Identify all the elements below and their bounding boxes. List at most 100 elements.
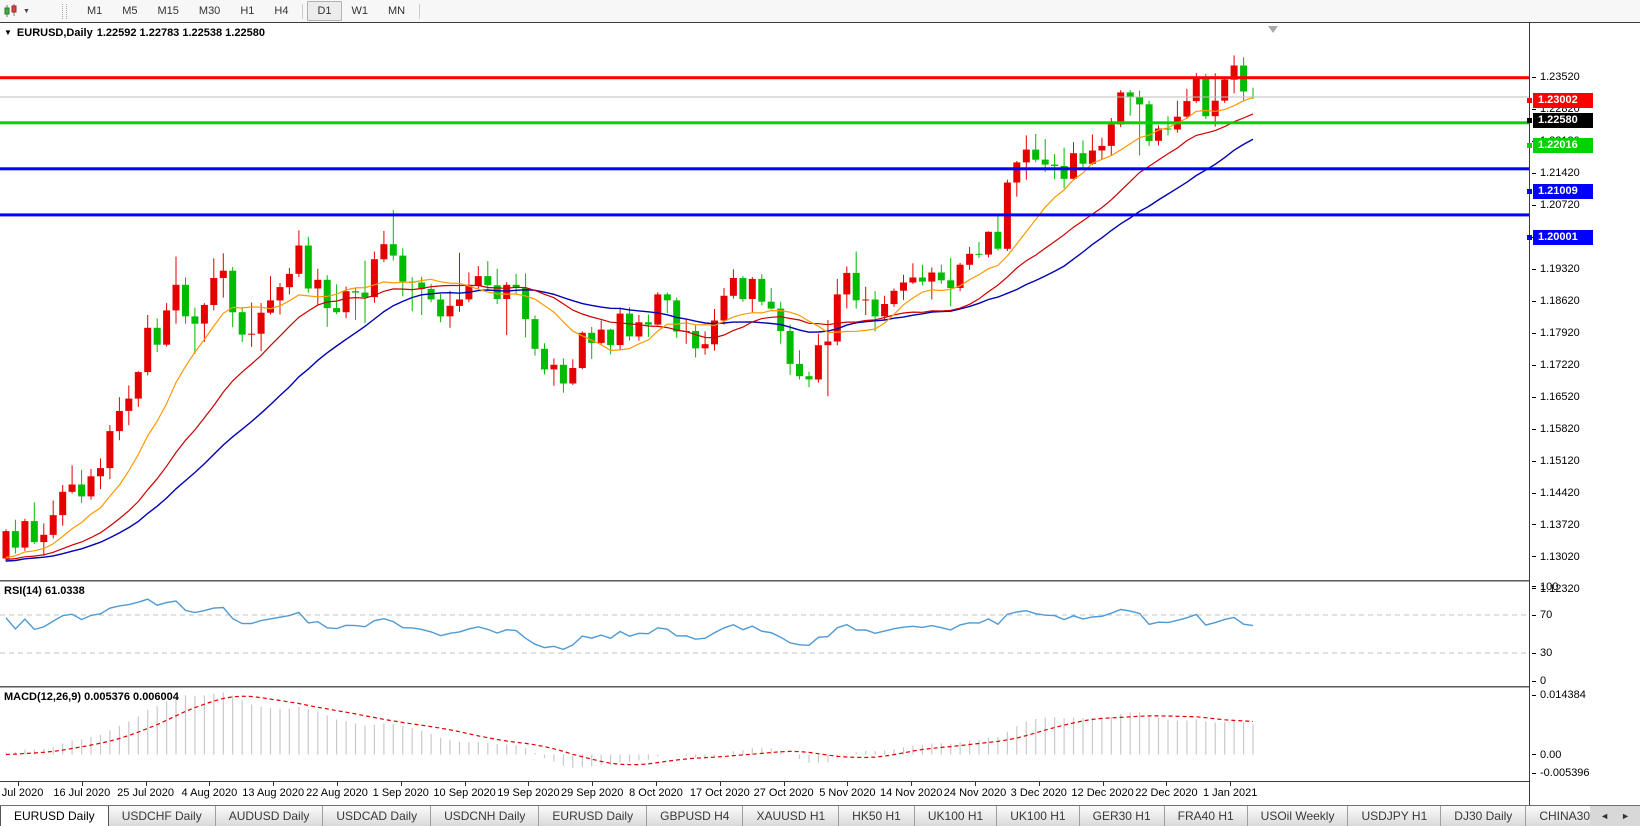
chart-title: ▼ EURUSD,Daily 1.22592 1.22783 1.22538 1.2… [4, 27, 269, 39]
collapse-arrow-icon[interactable]: ▼ [4, 28, 12, 37]
price-tick: 1.21420 [1532, 167, 1580, 180]
timeframe-button-m15[interactable]: M15 [157, 5, 179, 17]
tick-dash [1532, 428, 1536, 430]
timeframe-button-w1[interactable]: W1 [351, 5, 369, 17]
price-tick: 1.13020 [1532, 551, 1580, 564]
price-tick: 1.18620 [1532, 295, 1580, 308]
tab-usdcad-daily[interactable]: USDCAD Daily [322, 806, 430, 826]
date-axis[interactable]: 7 Jul 2020 16 Jul 2020 25 Jul 2020 4 Aug 20… [0, 782, 1529, 805]
tab-fra40-h1[interactable]: FRA40 H1 [1163, 806, 1247, 826]
tick-dash [1532, 524, 1536, 526]
tab-hk50-h1[interactable]: HK50 H1 [838, 806, 914, 826]
tick-dash [1532, 588, 1536, 590]
tab-ger30-h1[interactable]: GER30 H1 [1078, 806, 1164, 826]
tick-dash [1532, 652, 1536, 654]
macd-axis-label: -0.005396 [1532, 767, 1590, 780]
tick-dash [1532, 772, 1536, 774]
tab-eurusd-daily[interactable]: EURUSD Daily [538, 806, 646, 826]
date-tick-label: 7 Jul 2020 [0, 787, 44, 799]
date-tick-label: 22 Aug 2020 [306, 787, 368, 799]
horizontal-level-line[interactable] [0, 76, 1529, 80]
timeframe-button-m1[interactable]: M1 [86, 5, 103, 17]
rsi-axis-label: 0 [1532, 675, 1546, 688]
date-tick-dash [911, 782, 913, 786]
toolbar-separator [302, 3, 304, 19]
current-price-badge: 1.22580 [1527, 112, 1593, 128]
rsi-canvas[interactable] [0, 582, 1529, 686]
tab-dj30-daily[interactable]: DJ30 Daily [1440, 806, 1525, 826]
price-tick: 1.15120 [1532, 455, 1580, 468]
timeframe-button-d1[interactable]: D1 [307, 1, 342, 21]
price-tick: 1.20720 [1532, 199, 1580, 212]
tick-dash [1532, 76, 1536, 78]
date-tick-dash [400, 782, 402, 786]
date-tick-dash [719, 782, 721, 786]
tick-dash [1532, 694, 1536, 696]
date-tick-dash [975, 782, 976, 786]
timeframe-buttons: M1 M5 M15 M30 H1 H4 D1 W1 MN [77, 1, 424, 21]
macd-axis-label: 0.00 [1532, 749, 1561, 762]
timeframe-button-h4[interactable]: H4 [274, 5, 289, 17]
price-line-badge: 1.20001 [1527, 230, 1593, 246]
date-tick-label: 29 Sep 2020 [560, 787, 624, 799]
timeframe-button-h1[interactable]: H1 [240, 5, 255, 17]
date-tick-dash [783, 782, 785, 786]
timeframe-button-m30[interactable]: M30 [198, 5, 221, 17]
rsi-panel[interactable]: RSI(14) 61.0338 [0, 582, 1529, 686]
price-axis[interactable]: 1.235201.228201.221201.214201.207201.200… [1527, 23, 1640, 805]
tab-xauusd-h1[interactable]: XAUUSD H1 [742, 806, 838, 826]
tab-audusd-daily[interactable]: AUDUSD Daily [214, 806, 323, 826]
date-tick-dash [209, 782, 211, 786]
panel-splitter[interactable] [0, 580, 1640, 582]
tab-eurusd-daily[interactable]: EURUSD Daily [0, 806, 109, 826]
tab-usdchf-daily[interactable]: USDCHF Daily [121, 809, 202, 823]
date-tick-dash [656, 782, 657, 786]
price-line-badge: 1.21009 [1527, 184, 1593, 200]
date-tick-label: 22 Dec 2020 [1135, 787, 1198, 799]
date-tick-dash [1102, 782, 1104, 786]
macd-canvas[interactable] [0, 688, 1529, 780]
tab-usdcnh-daily[interactable]: USDCNH Daily [430, 806, 538, 826]
tab-uk100-h1[interactable]: UK100 H1 [913, 806, 996, 826]
candles-layer [2, 55, 1257, 562]
tab-uk100-h1[interactable]: UK100 H1 [996, 806, 1078, 826]
panel-splitter[interactable] [0, 686, 1640, 688]
tab-usoil-weekly[interactable]: USOil Weekly [1246, 806, 1348, 826]
timeframe-button-mn[interactable]: MN [388, 5, 406, 17]
horizontal-level-line[interactable] [0, 167, 1529, 171]
chart-type-dropdown-caret-icon[interactable]: ▼ [23, 8, 30, 15]
tick-dash [1532, 460, 1536, 462]
date-tick-label: 1 Jan 2021 [1202, 787, 1258, 799]
price-tick: 1.23520 [1532, 71, 1580, 84]
horizontal-level-line[interactable] [0, 121, 1529, 125]
tab-gbpusd-h4[interactable]: GBPUSD H4 [646, 806, 742, 826]
date-tick-label: 19 Sep 2020 [497, 787, 560, 799]
date-tick-label: 1 Sep 2020 [372, 787, 429, 799]
rsi-axis-label: 100 [1532, 581, 1558, 594]
macd-panel[interactable]: MACD(12,26,9) 0.005376 0.006004 [0, 688, 1529, 782]
horizontal-level-line[interactable] [0, 213, 1529, 217]
timeframe-button-m5[interactable]: M5 [122, 5, 138, 17]
chart-symbol-period: EURUSD,Daily [16, 27, 93, 39]
tick-dash [1532, 680, 1536, 682]
toolbar-separator [419, 3, 421, 19]
price-tick: 1.17920 [1532, 327, 1580, 340]
tab-scroll-right-icon[interactable]: ► [1621, 811, 1630, 821]
main-chart-panel[interactable]: ▼ EURUSD,Daily 1.22592 1.22783 1.22538 1.2… [0, 23, 1529, 580]
date-tick-label: 14 Nov 2020 [879, 787, 943, 799]
candlestick-chart-icon[interactable] [3, 3, 21, 19]
chart-window-border [0, 22, 1640, 23]
date-tick-label: 3 Dec 2020 [1010, 787, 1067, 799]
toolbar-grip-handle[interactable] [61, 3, 67, 19]
price-tick: 1.19320 [1532, 263, 1580, 276]
tick-dash [1532, 556, 1536, 558]
date-tick-dash [592, 782, 594, 786]
tab-scroll-left-icon[interactable]: ◄ [1600, 811, 1610, 821]
main-chart-canvas[interactable] [0, 23, 1529, 580]
date-tick-dash [145, 782, 147, 786]
tick-dash [1532, 268, 1536, 270]
date-tick-dash [464, 782, 466, 786]
chart-shift-marker-icon[interactable] [1268, 26, 1278, 33]
tab-usdjpy-h1[interactable]: USDJPY H1 [1347, 806, 1440, 826]
